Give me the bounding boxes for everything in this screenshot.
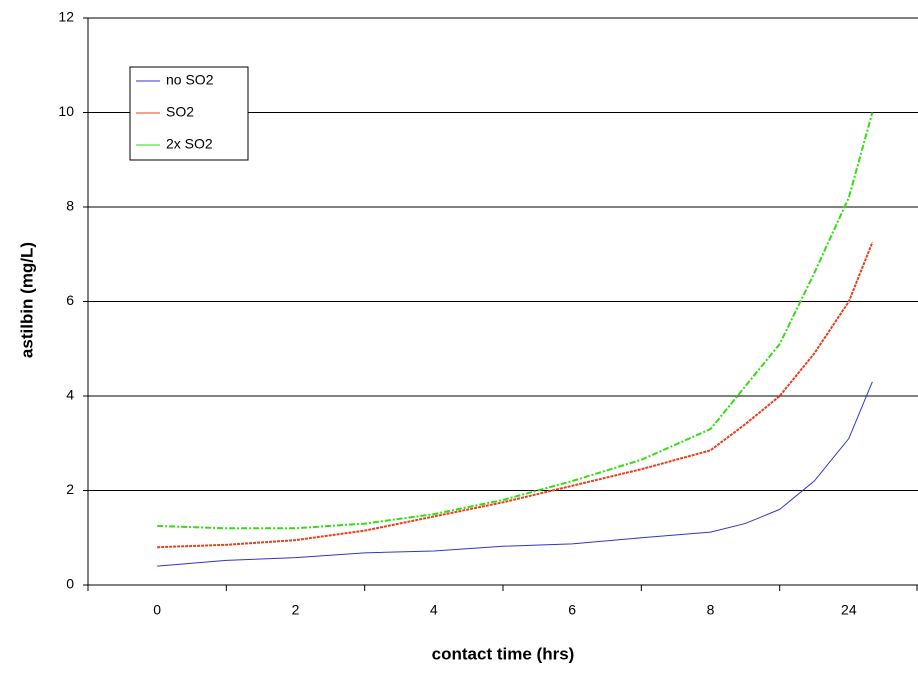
y-tick-label: 4 [66,387,74,403]
legend-label: SO2 [166,104,194,120]
y-tick-label: 0 [66,576,74,592]
y-tick-label: 8 [66,198,74,214]
series-line [157,112,874,530]
x-tick-label: 0 [153,602,161,618]
series-line [157,381,873,567]
y-tick-label: 2 [66,481,74,497]
x-tick-label: 24 [841,602,857,618]
legend-label: 2x SO2 [166,136,213,152]
y-tick-label: 6 [66,292,74,308]
x-tick-label: 8 [707,602,715,618]
y-tick-label: 10 [58,103,74,119]
x-tick-label: 6 [568,602,576,618]
y-axis-title: astilbin (mg/L) [17,242,36,358]
x-axis-title: contact time (hrs) [432,644,575,663]
series-line [157,242,874,549]
x-tick-label: 4 [430,602,438,618]
legend-label: no SO2 [166,72,214,88]
y-tick-label: 12 [58,9,74,25]
x-tick-label: 2 [292,602,300,618]
